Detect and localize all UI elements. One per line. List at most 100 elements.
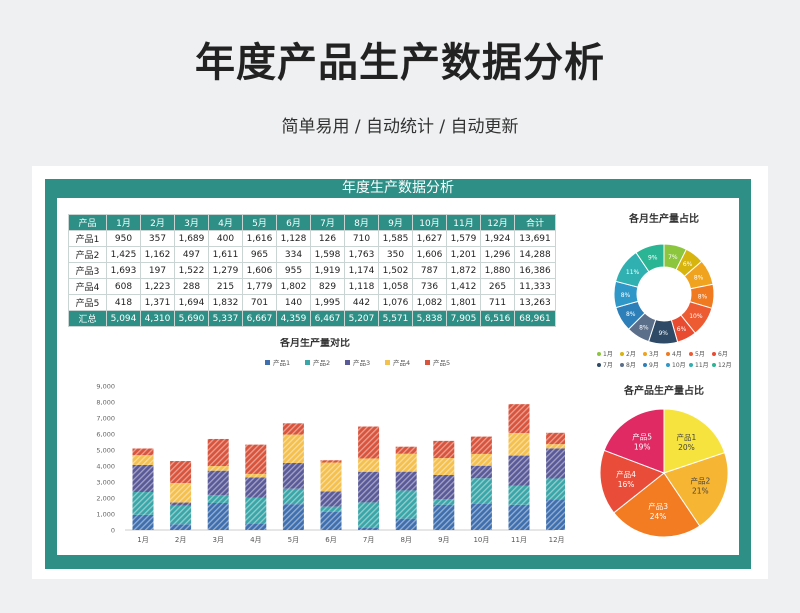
page-title: 年度产品生产数据分析 — [195, 40, 605, 86]
bar-segment — [320, 506, 342, 512]
table-cell: 950 — [106, 230, 141, 247]
donut-slice-label: 8% — [698, 293, 708, 300]
bar-segment — [358, 502, 380, 528]
table-cell: 126 — [310, 230, 345, 247]
table-total-cell: 5,094 — [106, 310, 141, 327]
bar-segment — [433, 440, 455, 459]
legend-label: 产品3 — [353, 358, 370, 367]
table-cell: 1,880 — [480, 262, 515, 279]
legend-label: 2月 — [626, 351, 636, 358]
y-tick-label: 6,000 — [96, 431, 115, 439]
table-header-cell: 2月 — [140, 214, 175, 231]
bar-chart-title: 各月生产量对比 — [279, 338, 350, 349]
donut-slice — [635, 243, 665, 273]
data-table: 产品 1月 2月 3月 4月 5月 6月 7月 8月 9月 10月 11月 12月 合计 产品1 950 35… — [68, 214, 556, 327]
bar-segment — [282, 488, 304, 505]
table-total-cell: 汇总 — [68, 310, 107, 327]
legend-swatch — [689, 363, 693, 367]
bar-segment — [132, 448, 154, 456]
legend-swatch — [385, 360, 390, 365]
bar-segment — [245, 444, 267, 474]
y-tick-label: 7,000 — [96, 415, 115, 423]
table-header-cell: 8月 — [344, 214, 379, 231]
bar-segment — [207, 470, 229, 496]
bar-segment — [207, 502, 229, 530]
table-cell: 265 — [480, 278, 515, 295]
table-cell: 400 — [208, 230, 243, 247]
table-cell: 442 — [344, 294, 379, 311]
legend-label: 产品2 — [313, 358, 330, 367]
table-cell: 1,693 — [106, 262, 141, 279]
table-cell: 1,585 — [378, 230, 413, 247]
x-tick-label: 11月 — [511, 536, 527, 544]
table-header-cell: 6月 — [276, 214, 311, 231]
bar-segment — [282, 434, 304, 464]
bar-segment — [170, 524, 192, 530]
donut-slice-label: 8% — [694, 275, 704, 282]
pie-slice-name: 产品4 — [616, 469, 636, 479]
bar-segment — [470, 436, 492, 454]
table-cell: 1,296 — [480, 246, 515, 263]
table-cell: 955 — [276, 262, 311, 279]
pie-slice-name: 产品5 — [632, 431, 652, 441]
table-row: 产品2 1,425 1,162 497 1,611 965 334 1,598 1,763 350… — [68, 246, 556, 263]
table-cell: 1,223 — [140, 278, 175, 295]
table-cell: 497 — [174, 246, 209, 263]
donut-slice-label: 6% — [677, 326, 687, 333]
legend-swatch — [643, 363, 647, 367]
table-cell: 334 — [276, 246, 311, 263]
table-row: 产品4 608 1,223 288 215 1,779 1,802 829 1,118 1,058… — [68, 278, 556, 295]
pie-slice-name: 产品3 — [648, 501, 668, 511]
table-cell: 350 — [378, 246, 413, 263]
legend-label: 3月 — [649, 351, 659, 358]
table-total-cell: 5,690 — [174, 310, 209, 327]
table-total-cell: 4,310 — [140, 310, 175, 327]
table-cell: 1,279 — [208, 262, 243, 279]
y-tick-label: 5,000 — [96, 447, 115, 455]
pie-slice-label: 21% — [692, 486, 709, 495]
table-total-row: 汇总 5,094 4,310 5,690 5,337 6,667 4,359 6,467 5,2… — [68, 310, 556, 327]
donut-slice-label: 8% — [621, 292, 631, 299]
table-cell: 14,288 — [514, 246, 556, 263]
bar-segment — [358, 471, 380, 503]
donut-slice-label: 7% — [668, 254, 678, 261]
table-cell: 1,802 — [276, 278, 311, 295]
pie-slice — [599, 449, 666, 514]
table-cell: 1,689 — [174, 230, 209, 247]
x-tick-label: 8月 — [400, 536, 411, 544]
table-cell: 787 — [412, 262, 447, 279]
bar-segment — [282, 504, 304, 530]
table-total-cell: 5,337 — [208, 310, 243, 327]
table-cell: 1,611 — [208, 246, 243, 263]
legend-swatch — [597, 352, 601, 356]
donut-chart-title: 各月生产量占比 — [628, 212, 699, 225]
legend-label: 9月 — [649, 362, 659, 369]
bar-segment — [395, 518, 417, 530]
table-cell: 1,995 — [310, 294, 345, 311]
table-cell: 11,333 — [514, 278, 556, 295]
legend-label: 11月 — [695, 362, 709, 369]
donut-slice-label: 8% — [626, 311, 636, 318]
legend-label: 8月 — [626, 362, 636, 369]
table-row: 产品3 1,693 197 1,522 1,279 1,606 955 1,919 1,174 1… — [68, 262, 556, 279]
bar-segment — [546, 499, 565, 530]
table-cell: 608 — [106, 278, 141, 295]
pie-slice-label: 24% — [650, 512, 667, 521]
x-tick-label: 2月 — [175, 536, 186, 544]
table-cell: 13,691 — [514, 230, 556, 247]
legend-swatch — [425, 360, 430, 365]
table-cell: 1,579 — [446, 230, 481, 247]
table-total-cell: 5,207 — [344, 310, 379, 327]
bar-segment — [546, 478, 565, 500]
x-tick-label: 10月 — [473, 536, 489, 544]
table-cell: 1,924 — [480, 230, 515, 247]
x-tick-label: 3月 — [212, 536, 223, 544]
donut-slice-label: 9% — [658, 330, 668, 337]
table-cell: 1,371 — [140, 294, 175, 311]
table-cell: 1,201 — [446, 246, 481, 263]
legend-label: 7月 — [603, 362, 613, 369]
bar-segment — [508, 504, 530, 530]
bar-segment — [395, 453, 417, 472]
table-total-cell: 6,516 — [480, 310, 515, 327]
